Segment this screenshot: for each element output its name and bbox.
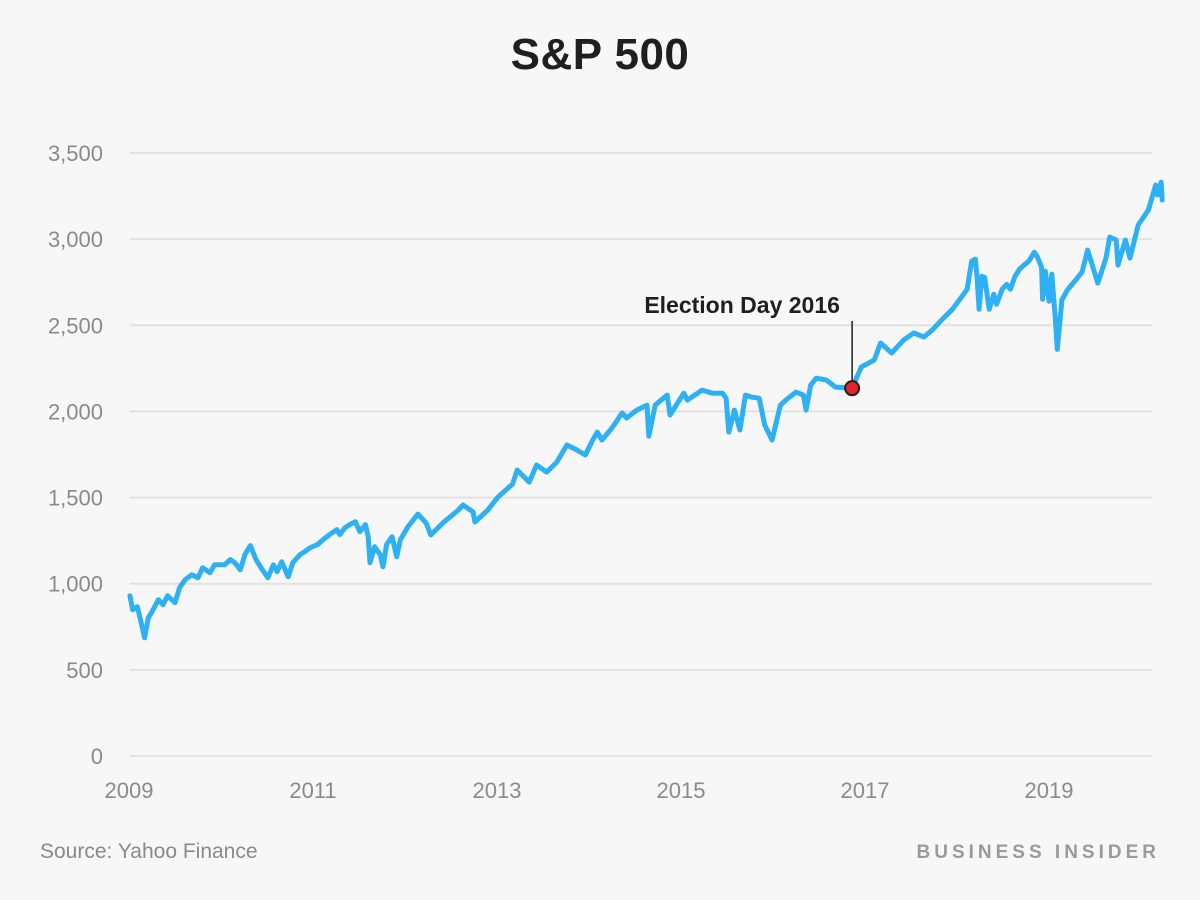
series-group (127, 179, 1165, 641)
y-tick-label: 3,000 (48, 227, 103, 252)
election-day-marker (844, 380, 861, 397)
x-tick-label: 2017 (841, 778, 890, 803)
annotation-label: Election Day 2016 (644, 292, 840, 318)
y-tick-label: 2,000 (48, 399, 103, 424)
y-tick-label: 1,000 (48, 572, 103, 597)
source-note: Source: Yahoo Finance (40, 840, 258, 863)
y-axis-tick-labels: 0 500 1,000 1,500 2,000 2,500 3,000 3,500 (48, 141, 103, 769)
x-tick-label: 2011 (289, 778, 336, 803)
x-tick-label: 2009 (105, 778, 154, 803)
series-line-sp500 (127, 179, 1165, 641)
x-tick-label: 2015 (657, 778, 706, 803)
brand-logo: BUSINESS INSIDER (916, 842, 1160, 863)
y-tick-label: 2,500 (48, 313, 103, 338)
x-axis-tick-labels: 2009 2011 2013 2015 2017 2019 (105, 778, 1074, 803)
y-tick-label: 3,500 (48, 141, 103, 166)
chart-title: S&P 500 (510, 30, 690, 79)
y-tick-label: 0 (91, 744, 103, 769)
y-tick-label: 500 (66, 658, 103, 683)
x-tick-label: 2019 (1025, 778, 1074, 803)
y-tick-label: 1,500 (48, 486, 103, 511)
gridlines (130, 152, 1152, 757)
annotations: Election Day 2016 (644, 292, 861, 397)
x-tick-label: 2013 (473, 778, 522, 803)
